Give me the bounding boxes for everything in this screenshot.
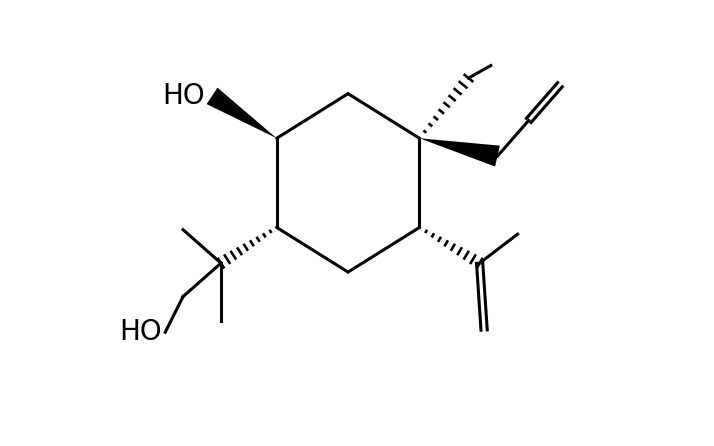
Polygon shape bbox=[206, 88, 277, 138]
Text: HO: HO bbox=[163, 82, 206, 110]
Polygon shape bbox=[419, 138, 500, 166]
Text: HO: HO bbox=[119, 318, 161, 346]
